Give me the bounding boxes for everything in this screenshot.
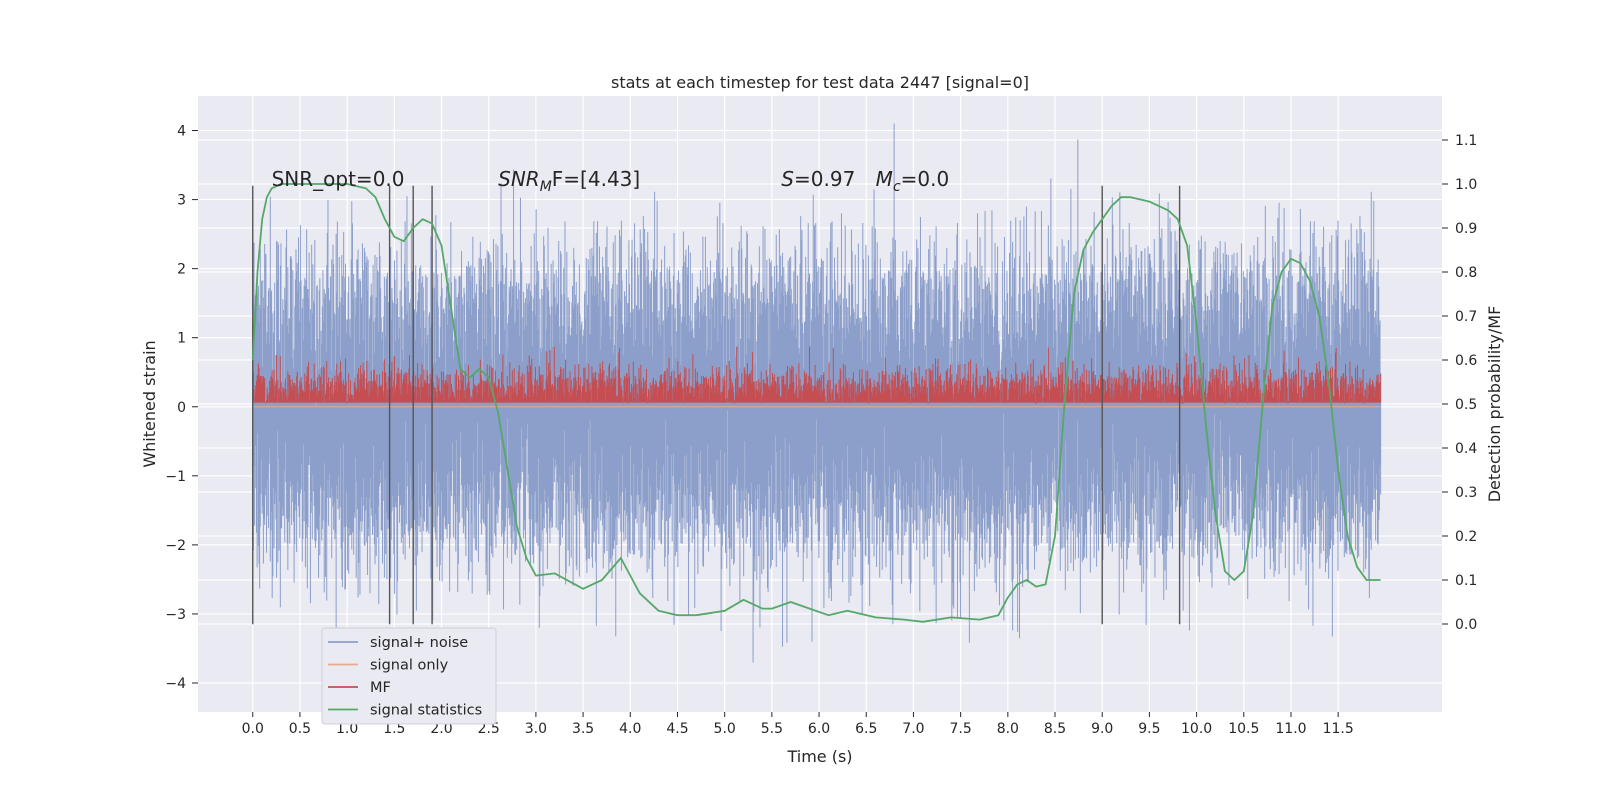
- y-right-tick-label: 0.2: [1455, 529, 1477, 545]
- legend-entry: signal only: [370, 658, 449, 674]
- annotations: SNR_opt=0.0 SNRMF=[4.43] S=0.97 Mc=0.0: [272, 167, 950, 195]
- y-right-tick-label: 1.0: [1455, 177, 1477, 193]
- annotation-2: S=0.97: [781, 167, 855, 191]
- vertical-markers: [252, 185, 1181, 625]
- y-right-tick-label: 0.8: [1455, 265, 1477, 281]
- y-right-tick-label: 0.1: [1455, 573, 1477, 589]
- signal-statistics-series: [251, 183, 1381, 623]
- x-tick-label: 10.0: [1181, 721, 1212, 737]
- y-right-tick-label: 0.7: [1455, 309, 1477, 325]
- y-left-tick-label: −4: [165, 676, 186, 692]
- x-tick-label: 7.0: [902, 721, 924, 737]
- signal-statistics-trace: [251, 183, 1381, 623]
- x-tick-label: 8.0: [997, 721, 1019, 737]
- x-tick-label: 7.5: [950, 721, 972, 737]
- x-tick-label: 9.0: [1091, 721, 1113, 737]
- x-tick-label: 6.0: [808, 721, 830, 737]
- y-right-tick-label: 0.5: [1455, 397, 1477, 413]
- chart-title: stats at each timestep for test data 244…: [611, 73, 1029, 92]
- y-right-axis-label: Detection probability/MF: [1485, 306, 1504, 503]
- legend-entry: signal statistics: [370, 703, 482, 719]
- x-tick-label: 4.5: [666, 721, 688, 737]
- x-tick-label: 8.5: [1044, 721, 1066, 737]
- y-right-tick-label: 1.1: [1455, 133, 1477, 149]
- annotation-1: SNRMF=[4.43]: [498, 167, 640, 195]
- y-left-tick-label: 4: [177, 124, 186, 140]
- x-tick-label: 3.0: [525, 721, 547, 737]
- x-tick-label: 1.5: [383, 721, 405, 737]
- y-left-tick-label: 0: [177, 400, 186, 416]
- legend-box: [321, 627, 497, 725]
- y-right-axis-ticks: 1.1 1.0 0.9 0.8 0.7 0.6 0.5 0.4 0.3 0.2 0.1 0.0: [1442, 133, 1477, 633]
- x-axis-ticks: 0.0 0.5 1.0 1.5 2.0 2.5 3.0 3.5 4.0 4.5 5.0 5.5 6.0 6…: [242, 712, 1354, 737]
- y-left-tick-label: −1: [165, 469, 186, 485]
- x-tick-label: 4.0: [619, 721, 641, 737]
- x-tick-label: 3.5: [572, 721, 594, 737]
- x-tick-label: 6.5: [855, 721, 877, 737]
- legend: signal+ noise signal only MF signal statist…: [321, 627, 497, 725]
- y-left-tick-label: −3: [165, 607, 186, 623]
- x-axis-label: Time (s): [786, 747, 852, 766]
- x-tick-label: 11.0: [1275, 721, 1306, 737]
- y-left-axis-label: Whitened strain: [140, 340, 159, 467]
- x-tick-label: 5.0: [714, 721, 736, 737]
- x-tick-label: 5.5: [761, 721, 783, 737]
- legend-entry: MF: [370, 680, 391, 696]
- y-left-tick-label: 2: [177, 262, 186, 278]
- y-right-tick-label: 0.3: [1455, 485, 1477, 501]
- x-tick-label: 2.0: [430, 721, 452, 737]
- y-right-tick-label: 0.9: [1455, 221, 1477, 237]
- x-tick-label: 1.0: [336, 721, 358, 737]
- x-tick-label: 9.5: [1138, 721, 1160, 737]
- y-right-tick-label: 0.6: [1455, 353, 1477, 369]
- y-right-tick-label: 0.4: [1455, 441, 1477, 457]
- x-tick-label: 10.5: [1228, 721, 1259, 737]
- y-left-tick-label: −2: [165, 538, 186, 554]
- y-right-tick-label: 0.0: [1455, 617, 1477, 633]
- annotation-3: Mc=0.0: [876, 167, 950, 195]
- y-left-axis-ticks: 4 3 2 1 0 −1 −2 −3 −4: [165, 124, 198, 692]
- y-left-tick-label: 1: [177, 331, 186, 347]
- x-tick-label: 11.5: [1323, 721, 1354, 737]
- x-tick-label: 0.5: [289, 721, 311, 737]
- x-tick-label: 0.0: [242, 721, 264, 737]
- y-left-tick-label: 3: [177, 193, 186, 209]
- legend-entry: signal+ noise: [370, 635, 468, 651]
- annotation-0: SNR_opt=0.0: [272, 167, 405, 191]
- x-tick-label: 2.5: [478, 721, 500, 737]
